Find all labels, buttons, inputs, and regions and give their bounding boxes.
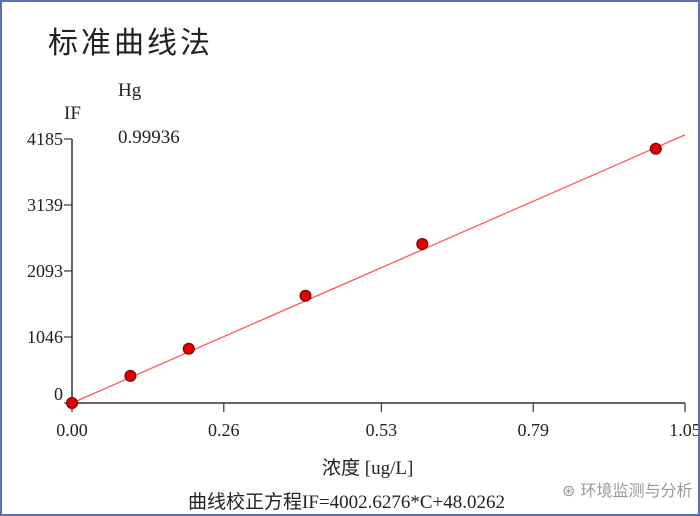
x-tick-label: 0.53	[366, 420, 398, 440]
data-point	[416, 238, 429, 251]
watermark-text: 环境监测与分析	[580, 481, 693, 500]
x-tick-label: 0.79	[517, 420, 549, 440]
correlation-value: 0.99936	[118, 127, 180, 148]
x-axis-label: 浓度 [ug/L]	[322, 458, 414, 479]
y-axis-label: IF	[64, 103, 81, 124]
data-point	[182, 342, 195, 355]
data-point	[66, 397, 78, 409]
series-label: Hg	[118, 80, 142, 101]
data-point	[299, 289, 312, 302]
y-tick-label: 2093	[27, 261, 63, 281]
y-tick-label: 0	[54, 384, 63, 404]
data-point	[124, 369, 137, 382]
y-tick-label: 1046	[27, 327, 63, 347]
x-tick-label: 0.26	[208, 420, 240, 440]
calibration-equation: 曲线校正方程IF=4002.6276*C+48.0262	[188, 492, 505, 513]
y-tick-label: 4185	[27, 129, 63, 149]
wechat-icon: ⊛	[562, 481, 581, 500]
x-tick-label: 1.05	[669, 420, 698, 440]
y-tick-label: 3139	[27, 195, 63, 215]
fit-line	[71, 134, 686, 404]
data-point	[649, 142, 662, 155]
chart-title: 标准曲线法	[48, 26, 213, 61]
watermark: ⊛ 环境监测与分析	[562, 477, 693, 501]
x-tick-label: 0.00	[56, 420, 88, 440]
